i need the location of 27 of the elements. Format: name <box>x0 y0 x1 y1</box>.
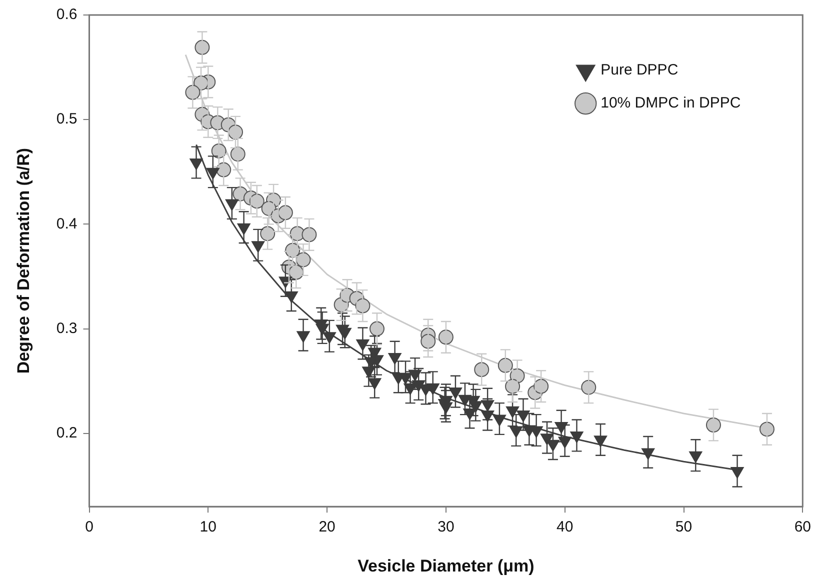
x-tick-label: 10 <box>200 518 216 536</box>
point <box>260 226 276 242</box>
point <box>498 358 513 373</box>
point <box>438 330 454 345</box>
y-tick-label: 0.2 <box>56 424 78 442</box>
point <box>706 418 721 433</box>
point <box>581 380 596 395</box>
point <box>369 321 384 336</box>
y-axis-title: Degree of Deformation (a/R) <box>14 148 33 374</box>
y-tick-label: 0.5 <box>56 110 78 128</box>
legend-label: 10% DMPC in DPPC <box>600 94 741 112</box>
x-tick-label: 30 <box>438 518 454 536</box>
point <box>420 334 436 349</box>
point <box>642 448 655 460</box>
x-axis-title: Vesicle Diameter (μm) <box>358 556 534 576</box>
point <box>492 414 506 426</box>
x-tick-label: 0 <box>85 518 94 536</box>
x-tick-label: 20 <box>318 518 336 536</box>
point <box>594 436 608 448</box>
point <box>474 362 490 378</box>
x-tick-label: 50 <box>675 518 692 536</box>
x-tick-label: 60 <box>794 518 811 536</box>
y-tick-label: 0.3 <box>56 320 78 337</box>
x-tick-label: 40 <box>556 518 574 536</box>
y-tick-label: 0.4 <box>56 215 78 232</box>
legend-label: Pure DPPC <box>600 62 678 79</box>
y-tick-label: 0.6 <box>56 6 78 24</box>
